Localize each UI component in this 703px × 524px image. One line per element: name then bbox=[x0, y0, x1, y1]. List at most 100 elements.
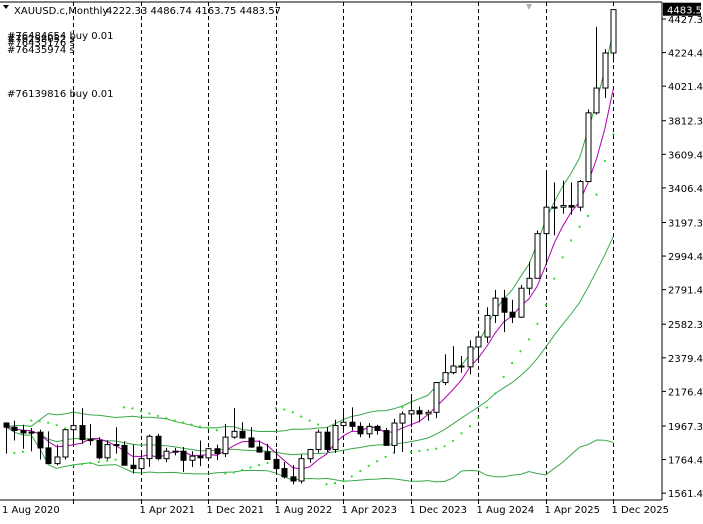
trade-label[interactable]: #76435974 s bbox=[7, 45, 75, 56]
sar-dot bbox=[249, 466, 252, 469]
sar-dot bbox=[30, 419, 33, 422]
candle-body bbox=[264, 451, 271, 460]
y-tick-label: 3406.45 bbox=[668, 184, 703, 195]
candle-body bbox=[307, 449, 314, 460]
candle-body bbox=[501, 297, 508, 313]
candles bbox=[3, 9, 617, 485]
candle-body bbox=[11, 426, 18, 432]
sar-dot bbox=[97, 460, 100, 463]
candle-body bbox=[458, 365, 465, 368]
sar-dot bbox=[612, 133, 615, 136]
sar-dot bbox=[198, 425, 202, 428]
candle-body bbox=[610, 9, 617, 54]
trade-label[interactable]: #76484654 buy 0.01 bbox=[7, 31, 114, 42]
candle-body bbox=[399, 413, 406, 424]
candle-body bbox=[222, 436, 229, 455]
candle-body bbox=[54, 456, 61, 465]
candle-body bbox=[290, 476, 297, 482]
candle-body bbox=[315, 431, 322, 451]
sar-dot bbox=[485, 406, 488, 409]
candle-body bbox=[256, 446, 263, 453]
x-tick-label: 1 Dec 2025 bbox=[612, 505, 670, 516]
x-tick-label: 1 Aug 2022 bbox=[275, 505, 333, 516]
sar-dot bbox=[451, 439, 455, 442]
x-tick-label: 1 Dec 2021 bbox=[207, 505, 265, 516]
sar-dot bbox=[182, 421, 185, 424]
sar-dot bbox=[55, 424, 58, 427]
candle-body bbox=[374, 425, 381, 432]
y-tick-label: 4224.40 bbox=[668, 49, 703, 60]
candle-body bbox=[357, 425, 364, 435]
candle-body bbox=[568, 205, 575, 208]
sar-dot bbox=[156, 414, 159, 418]
x-tick-label: 1 Apr 2025 bbox=[545, 505, 600, 516]
sar-dot bbox=[139, 409, 143, 413]
candle-body bbox=[205, 448, 212, 459]
sar-dot bbox=[215, 429, 218, 432]
sar-dot bbox=[502, 375, 505, 378]
candle-body bbox=[577, 181, 584, 208]
sar-dot bbox=[80, 462, 84, 466]
sar-dot bbox=[367, 464, 370, 467]
candle-body bbox=[3, 422, 10, 428]
candle-body bbox=[534, 233, 541, 279]
menu-triangle-icon[interactable] bbox=[3, 5, 9, 9]
current-bar-marker-icon bbox=[526, 4, 532, 10]
candle-body bbox=[450, 365, 457, 374]
time-axis[interactable]: 1 Aug 2020 1 Apr 2021 1 Dec 2021 1 Aug 2022… bbox=[2, 500, 669, 516]
candle-body bbox=[551, 206, 558, 209]
candle-body bbox=[475, 336, 482, 348]
sar-dot bbox=[274, 407, 278, 410]
candle-body bbox=[467, 346, 474, 368]
sar-dot bbox=[257, 464, 261, 467]
sar-dot bbox=[578, 225, 581, 228]
trade-label[interactable]: #76139816 buy 0.01 bbox=[7, 89, 114, 100]
trade-label[interactable]: #76258052 s bbox=[7, 34, 75, 45]
sar-dot bbox=[190, 423, 193, 426]
candle-body bbox=[138, 458, 145, 470]
trade-label[interactable]: #76435176 s bbox=[7, 38, 75, 49]
price-axis[interactable]: 4427.35 4224.40 4021.45 3812.35 3609.40 3406.… bbox=[662, 15, 703, 500]
x-tick-label: 1 Aug 2020 bbox=[2, 505, 60, 516]
sar-dot bbox=[122, 406, 126, 409]
candle-body bbox=[602, 52, 609, 89]
sar-dot bbox=[553, 277, 556, 280]
sar-dot bbox=[426, 448, 429, 451]
candle-body bbox=[433, 382, 440, 413]
sar-dot bbox=[232, 471, 235, 474]
candle-body bbox=[121, 444, 128, 466]
candle-body bbox=[239, 430, 246, 439]
sar-dot bbox=[460, 432, 463, 435]
sar-dot bbox=[376, 460, 379, 463]
sar-dot bbox=[207, 427, 210, 430]
sar-dot bbox=[477, 416, 480, 419]
sar-dot bbox=[316, 423, 320, 426]
candle-body bbox=[509, 311, 516, 318]
sar-dot bbox=[418, 449, 421, 453]
sar-dot bbox=[114, 458, 117, 461]
sar-dot bbox=[333, 482, 337, 485]
sar-dot bbox=[435, 447, 438, 450]
sar-dot bbox=[148, 412, 151, 415]
y-tick-label: 1764.40 bbox=[668, 456, 703, 467]
current-price-value: 4483.57 bbox=[667, 6, 703, 17]
candle-body bbox=[113, 444, 120, 447]
sar-dot bbox=[342, 479, 345, 482]
candle-body bbox=[130, 464, 137, 470]
x-tick-label: 1 Aug 2024 bbox=[477, 505, 535, 516]
candle-body bbox=[324, 431, 331, 451]
sar-dot bbox=[241, 468, 244, 472]
sar-dot bbox=[89, 461, 92, 465]
sar-dot bbox=[401, 406, 404, 409]
candle-body bbox=[543, 206, 550, 235]
candle-body bbox=[197, 455, 204, 459]
candle-body bbox=[37, 431, 44, 449]
candle-body bbox=[585, 112, 592, 183]
candle-body bbox=[408, 410, 415, 415]
candle-body bbox=[391, 422, 398, 446]
sar-dot bbox=[13, 451, 16, 455]
sar-dot bbox=[291, 411, 294, 414]
